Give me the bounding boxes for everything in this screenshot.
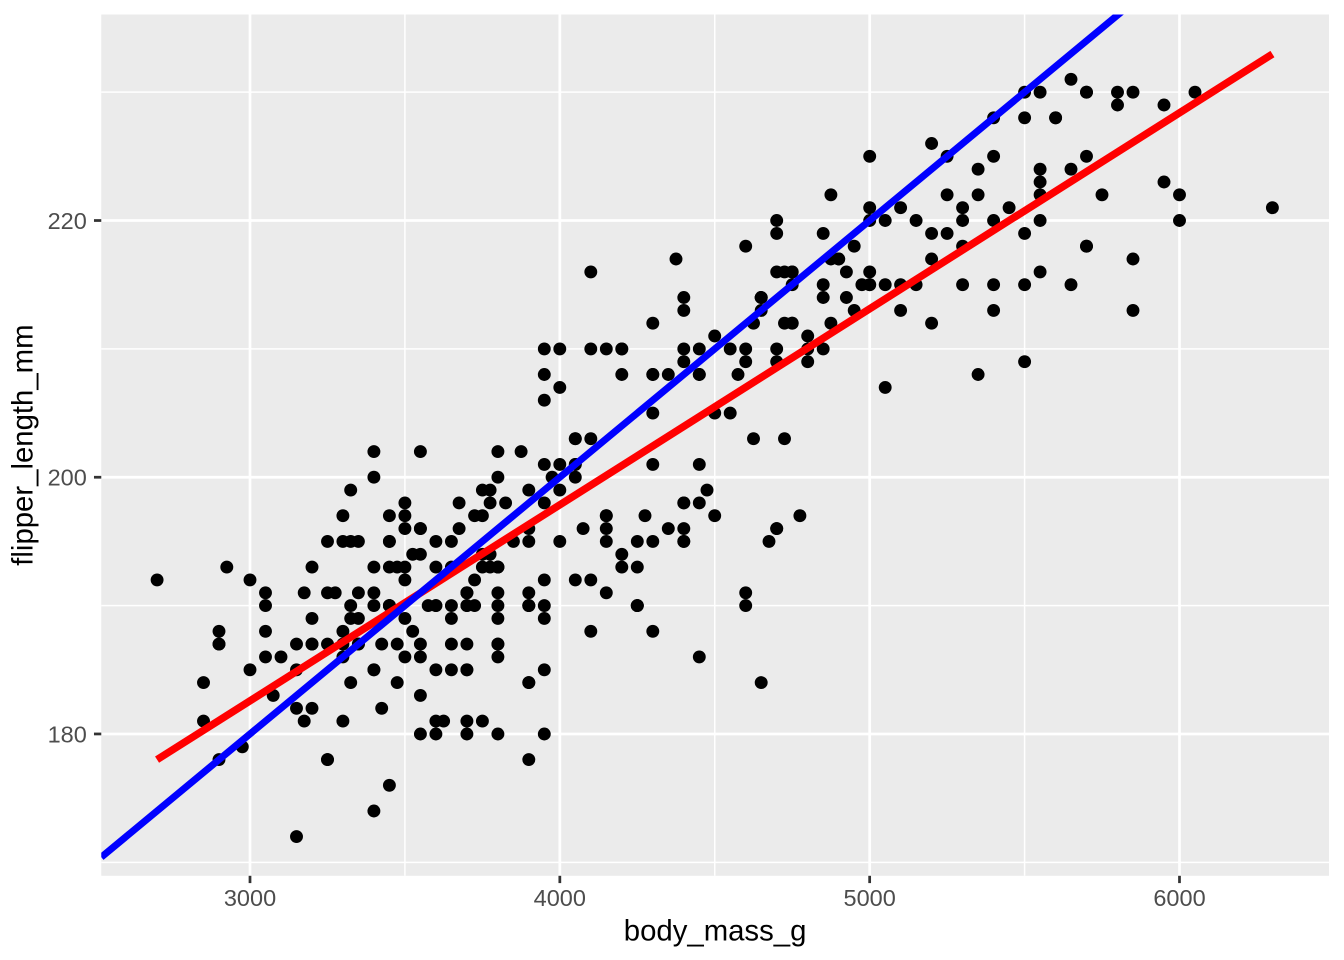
svg-text:3000: 3000 xyxy=(224,885,276,911)
svg-text:flipper_length_mm: flipper_length_mm xyxy=(7,324,40,565)
svg-text:6000: 6000 xyxy=(1153,885,1205,911)
svg-text:4000: 4000 xyxy=(534,885,586,911)
svg-text:180: 180 xyxy=(48,721,87,747)
svg-text:200: 200 xyxy=(48,465,87,491)
svg-text:5000: 5000 xyxy=(844,885,896,911)
svg-text:body_mass_g: body_mass_g xyxy=(624,914,807,947)
svg-text:220: 220 xyxy=(48,208,87,234)
